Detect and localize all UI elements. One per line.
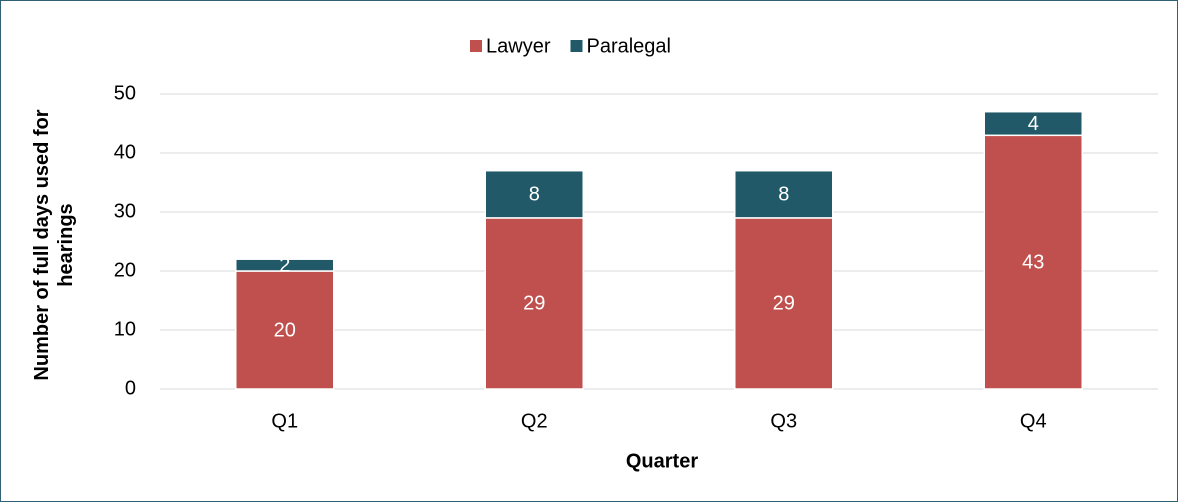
legend-swatch — [570, 40, 583, 52]
bar-segment — [484, 169, 584, 219]
data-label: 29 — [773, 293, 795, 315]
bar-segment — [235, 270, 335, 390]
data-label: 2 — [279, 254, 290, 276]
legend-label: Paralegal — [586, 35, 671, 57]
y-axis-title: Number of full days used for hearings — [31, 109, 77, 381]
data-label: 4 — [1028, 113, 1039, 135]
data-label: 29 — [523, 293, 545, 315]
bar-segment — [484, 217, 584, 390]
y-tick-label: 20 — [114, 259, 136, 281]
bar-segment — [734, 217, 834, 390]
data-label: 20 — [274, 319, 296, 341]
x-tick-label: Q2 — [521, 410, 548, 432]
y-tick-label: 40 — [114, 141, 136, 163]
y-tick-label: 50 — [114, 82, 136, 104]
bar-segment — [983, 134, 1083, 390]
data-label: 43 — [1022, 251, 1044, 273]
y-tick-label: 0 — [125, 377, 136, 399]
data-label: 8 — [778, 184, 789, 206]
x-axis-title: Quarter — [626, 450, 698, 472]
bar-segment — [983, 110, 1083, 137]
bar-segment — [235, 258, 335, 272]
legend-swatch — [470, 40, 482, 52]
bar-segment — [734, 169, 834, 219]
y-tick-label: 10 — [114, 318, 136, 340]
x-tick-label: Q4 — [1020, 410, 1047, 432]
legend-label: Lawyer — [486, 35, 551, 57]
y-tick-label: 30 — [114, 200, 136, 222]
data-label: 8 — [529, 184, 540, 206]
x-tick-label: Q3 — [770, 410, 797, 432]
x-tick-label: Q1 — [271, 410, 298, 432]
